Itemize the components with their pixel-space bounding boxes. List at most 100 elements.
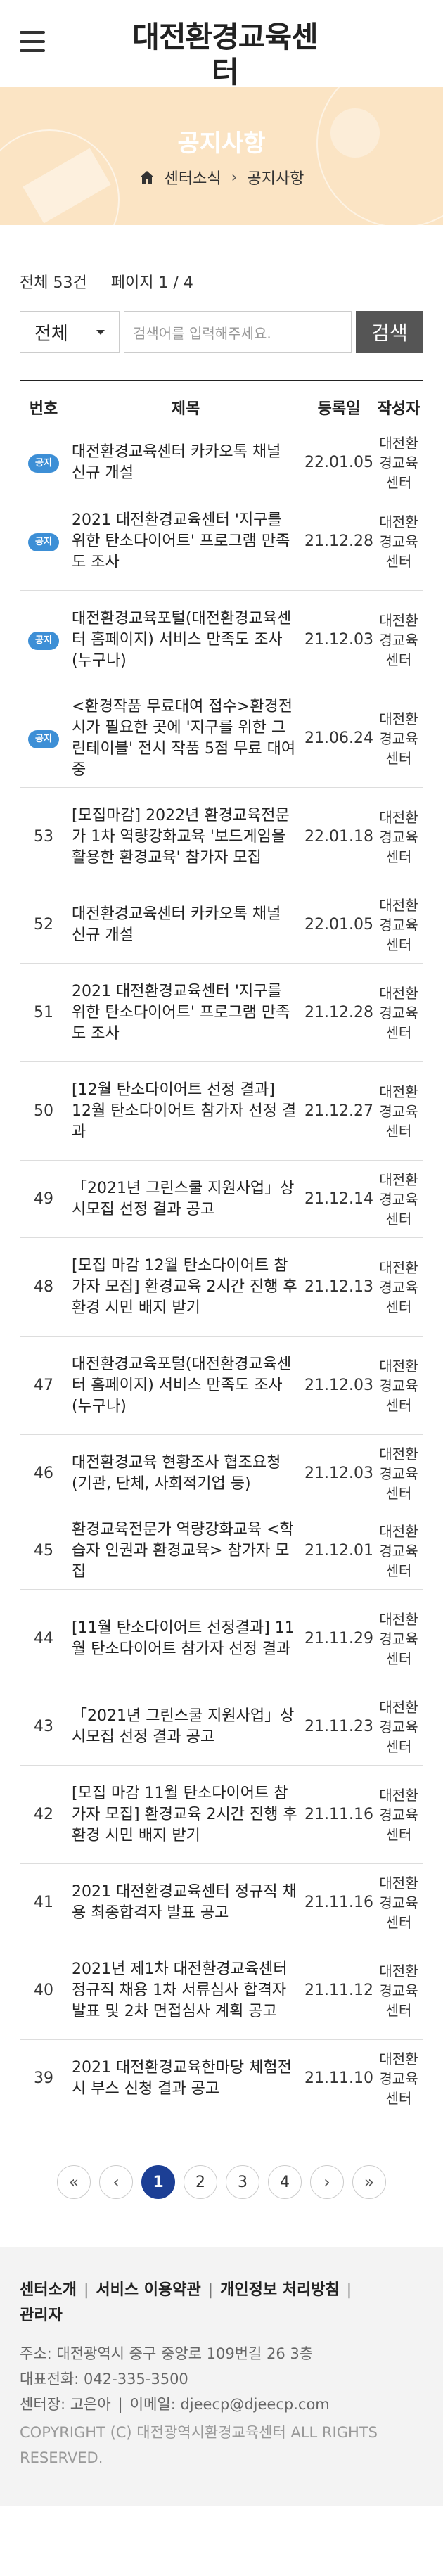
select-value: 전체 bbox=[34, 323, 68, 345]
row-title-link[interactable]: 「2021년 그린스쿨 지원사업」상시모집 선정 결과 공고 bbox=[72, 1179, 295, 1218]
row-author: 대전환경교육센터 bbox=[379, 1083, 418, 1140]
table-row[interactable]: 44 [11월 탄소다이어트 선정결과] 11월 탄소다이어트 참가자 선정 결과… bbox=[20, 1590, 423, 1688]
table-row[interactable]: 48 [모집 마감 12월 탄소다이어트 참가자 모집] 환경교육 2시간 진행 … bbox=[20, 1238, 423, 1337]
home-icon[interactable] bbox=[139, 170, 155, 184]
table-row[interactable]: 47 대전환경교육포털(대전환경교육센터 홈페이지) 서비스 만족도 조사(누구나… bbox=[20, 1337, 423, 1435]
row-date: 22.01.05 bbox=[304, 454, 373, 471]
row-date: 21.12.28 bbox=[304, 533, 373, 550]
table-row[interactable]: 40 2021년 제1차 대전환경교육센터 정규직 채용 1차 서류심사 합격자 … bbox=[20, 1941, 423, 2040]
menu-icon[interactable] bbox=[20, 31, 45, 52]
row-title-link[interactable]: [11월 탄소다이어트 선정결과] 11월 탄소다이어트 참가자 선정 결과 bbox=[72, 1619, 295, 1658]
row-number: 48 bbox=[34, 1278, 53, 1296]
row-title-link[interactable]: 「2021년 그린스쿨 지원사업」상시모집 선정 결과 공고 bbox=[72, 1707, 295, 1746]
row-title-link[interactable]: 2021 대전환경교육센터 '지구를 위한 탄소다이어트' 프로그램 만족도 조… bbox=[72, 511, 290, 571]
first-page-button[interactable]: « bbox=[57, 2165, 91, 2199]
row-author: 대전환경교육센터 bbox=[379, 2050, 418, 2107]
footer-link-privacy[interactable]: 개인정보 처리방침 bbox=[220, 2281, 340, 2299]
row-author: 대전환경교육센터 bbox=[379, 1786, 418, 1843]
search-category-select[interactable]: 전체 bbox=[20, 311, 120, 353]
table-row[interactable]: 49 「2021년 그린스쿨 지원사업」상시모집 선정 결과 공고 21.12.14… bbox=[20, 1161, 423, 1238]
row-title-link[interactable]: 대전환경교육 현황조사 협조요청(기관, 단체, 사회적기업 등) bbox=[72, 1453, 281, 1493]
page-title: 공지사항 bbox=[177, 129, 266, 158]
prev-page-button[interactable]: ‹ bbox=[99, 2165, 133, 2199]
row-author: 대전환경교육센터 bbox=[379, 808, 418, 865]
row-date: 21.12.03 bbox=[304, 1465, 373, 1482]
row-number: 51 bbox=[34, 1004, 53, 1021]
row-date: 22.01.18 bbox=[304, 828, 373, 846]
row-title-link[interactable]: 2021년 제1차 대전환경교육센터 정규직 채용 1차 서류심사 합격자 발표… bbox=[72, 1960, 288, 2020]
row-title-link[interactable]: [모집 마감 12월 탄소다이어트 참가자 모집] 환경교육 2시간 진행 후 … bbox=[72, 1256, 297, 1317]
row-title-link[interactable]: 환경교육전문가 역량강화교육 <학습자 인권과 환경교육> 참가자 모집 bbox=[72, 1520, 294, 1581]
row-author: 대전환경교육센터 bbox=[379, 1445, 418, 1502]
page-button-4[interactable]: 4 bbox=[268, 2165, 302, 2199]
footer-director: 센터장: 고은아 bbox=[20, 2396, 111, 2413]
row-title-link[interactable]: [모집마감] 2022년 환경교육전문가 1차 역량강화교육 '보드게임을 활용… bbox=[72, 806, 290, 867]
table-row[interactable]: 42 [모집 마감 11월 탄소다이어트 참가자 모집] 환경교육 2시간 진행 … bbox=[20, 1766, 423, 1864]
page-banner: 공지사항 센터소식 › 공지사항 bbox=[0, 87, 443, 225]
page-button-2[interactable]: 2 bbox=[184, 2165, 217, 2199]
row-author: 대전환경교육센터 bbox=[379, 984, 418, 1041]
row-number: 46 bbox=[34, 1465, 53, 1482]
table-row[interactable]: 52 대전환경교육센터 카카오톡 채널 신규 개설 22.01.05 대전환경교육센터 bbox=[20, 886, 423, 964]
breadcrumb-item[interactable]: 공지사항 bbox=[247, 170, 304, 188]
breadcrumb-item[interactable]: 센터소식 bbox=[164, 170, 222, 188]
row-author: 대전환경교육센터 bbox=[379, 1874, 418, 1931]
site-footer: 센터소개 | 서비스 이용약관 | 개인정보 처리방침 | 관리자 주소: 대전광역시 중… bbox=[0, 2247, 443, 2506]
row-title-link[interactable]: 대전환경교육센터 카카오톡 채널 신규 개설 bbox=[72, 905, 281, 944]
table-row[interactable]: 공지 2021 대전환경교육센터 '지구를 위한 탄소다이어트' 프로그램 만족도… bbox=[20, 492, 423, 591]
row-author: 대전환경교육센터 bbox=[379, 896, 418, 953]
row-author: 대전환경교육센터 bbox=[379, 1357, 418, 1414]
row-number: 50 bbox=[34, 1102, 53, 1120]
table-row[interactable]: 53 [모집마감] 2022년 환경교육전문가 1차 역량강화교육 '보드게임을 … bbox=[20, 788, 423, 886]
search-input[interactable]: 검색어를 입력해주세요. bbox=[124, 311, 352, 353]
footer-link-about[interactable]: 센터소개 bbox=[20, 2281, 77, 2299]
row-title-link[interactable]: [12월 탄소다이어트 선정 결과] 12월 탄소다이어트 참가자 선정 결과 bbox=[72, 1080, 297, 1141]
row-title-link[interactable]: 대전환경교육센터 카카오톡 채널 신규 개설 bbox=[72, 442, 281, 482]
row-title-link[interactable]: <환경작품 무료대여 접수>환경전시가 필요한 곳에 '지구를 위한 그린테이블… bbox=[72, 697, 296, 779]
row-title-link[interactable]: 대전환경교육포털(대전환경교육센터 홈페이지) 서비스 만족도 조사(누구나) bbox=[72, 1355, 292, 1415]
row-author: 대전환경교육센터 bbox=[379, 611, 418, 668]
row-author: 대전환경교육센터 bbox=[379, 1171, 418, 1228]
row-title-link[interactable]: [모집 마감 11월 탄소다이어트 참가자 모집] 환경교육 2시간 진행 후 … bbox=[72, 1784, 297, 1844]
last-page-button[interactable]: » bbox=[352, 2165, 386, 2199]
footer-link-terms[interactable]: 서비스 이용약관 bbox=[96, 2281, 201, 2299]
table-row[interactable]: 공지 대전환경교육센터 카카오톡 채널 신규 개설 22.01.05 대전환경교육센터 bbox=[20, 433, 423, 492]
table-row[interactable]: 41 2021 대전환경교육센터 정규직 채용 최종합격자 발표 공고 21.11.… bbox=[20, 1864, 423, 1941]
list-meta: 전체 53건 페이지 1 / 4 bbox=[0, 225, 443, 293]
table-row[interactable]: 공지 <환경작품 무료대여 접수>환경전시가 필요한 곳에 '지구를 위한 그린테… bbox=[20, 689, 423, 788]
row-date: 22.01.05 bbox=[304, 916, 373, 933]
table-row[interactable]: 50 [12월 탄소다이어트 선정 결과] 12월 탄소다이어트 참가자 선정 결… bbox=[20, 1062, 423, 1161]
notice-badge: 공지 bbox=[28, 454, 59, 473]
row-number: 44 bbox=[34, 1630, 53, 1647]
header-no: 번호 bbox=[29, 400, 58, 418]
row-title-link[interactable]: 대전환경교육포털(대전환경교육센터 홈페이지) 서비스 만족도 조사(누구나) bbox=[72, 609, 292, 670]
row-number: 42 bbox=[34, 1806, 53, 1823]
row-author: 대전환경교육센터 bbox=[379, 513, 418, 570]
row-date: 21.11.29 bbox=[304, 1630, 373, 1647]
row-date: 21.06.24 bbox=[304, 729, 373, 747]
row-author: 대전환경교육센터 bbox=[379, 1698, 418, 1755]
row-title-link[interactable]: 2021 대전환경교육한마당 체험전시 부스 신청 결과 공고 bbox=[72, 2058, 292, 2098]
page-button-1[interactable]: 1 bbox=[141, 2165, 175, 2199]
table-row[interactable]: 공지 대전환경교육포털(대전환경교육센터 홈페이지) 서비스 만족도 조사(누구나… bbox=[20, 591, 423, 689]
row-author: 대전환경교육센터 bbox=[379, 1962, 418, 2019]
table-row[interactable]: 43 「2021년 그린스쿨 지원사업」상시모집 선정 결과 공고 21.11.23… bbox=[20, 1688, 423, 1766]
row-number: 52 bbox=[34, 916, 53, 933]
table-row[interactable]: 39 2021 대전환경교육한마당 체험전시 부스 신청 결과 공고 21.11.1… bbox=[20, 2040, 423, 2117]
row-date: 21.12.14 bbox=[304, 1190, 373, 1208]
header-author: 작성자 bbox=[377, 400, 420, 418]
table-row[interactable]: 51 2021 대전환경교육센터 '지구를 위한 탄소다이어트' 프로그램 만족도… bbox=[20, 964, 423, 1062]
search-button[interactable]: 검색 bbox=[356, 311, 423, 353]
table-row[interactable]: 46 대전환경교육 현황조사 협조요청(기관, 단체, 사회적기업 등) 21.12… bbox=[20, 1435, 423, 1512]
row-title-link[interactable]: 2021 대전환경교육센터 '지구를 위한 탄소다이어트' 프로그램 만족도 조… bbox=[72, 982, 290, 1042]
footer-email: 이메일: djeecp@djeecp.com bbox=[129, 2396, 330, 2413]
row-number: 53 bbox=[34, 828, 53, 846]
page-button-3[interactable]: 3 bbox=[226, 2165, 259, 2199]
next-page-button[interactable]: › bbox=[310, 2165, 344, 2199]
row-title-link[interactable]: 2021 대전환경교육센터 정규직 채용 최종합격자 발표 공고 bbox=[72, 1882, 297, 1922]
row-date: 21.11.10 bbox=[304, 2070, 373, 2087]
footer-link-admin[interactable]: 관리자 bbox=[20, 2307, 63, 2324]
table-row[interactable]: 45 환경교육전문가 역량강화교육 <학습자 인권과 환경교육> 참가자 모집 21… bbox=[20, 1512, 423, 1590]
row-number: 40 bbox=[34, 1982, 53, 1999]
